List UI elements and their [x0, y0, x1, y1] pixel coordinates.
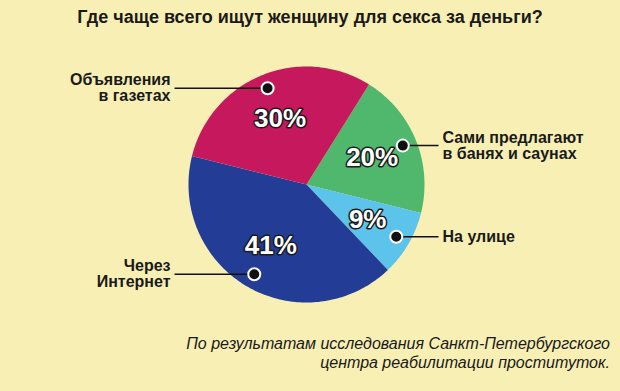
html-text:Где чаще всего ищут женщину дл: Где чаще всего ищут женщину для секса за…	[77, 7, 543, 27]
html-text:По результатам исследования Са: По результатам исследования Санкт-Петерб…	[186, 335, 610, 371]
svg-text:41%: 41%	[245, 230, 297, 260]
svg-text:9%: 9%	[349, 204, 387, 234]
svg-text:На улице: На улице	[443, 228, 515, 245]
svg-text:ЧерезИнтернет: ЧерезИнтернет	[97, 257, 171, 290]
svg-text:Объявленияв газетах: Объявленияв газетах	[70, 71, 171, 104]
svg-text:30%: 30%	[254, 103, 306, 133]
svg-text:20%: 20%	[346, 142, 398, 172]
svg-text:Сами предлагаютв банях и сауна: Сами предлагаютв банях и саунах	[443, 129, 584, 162]
